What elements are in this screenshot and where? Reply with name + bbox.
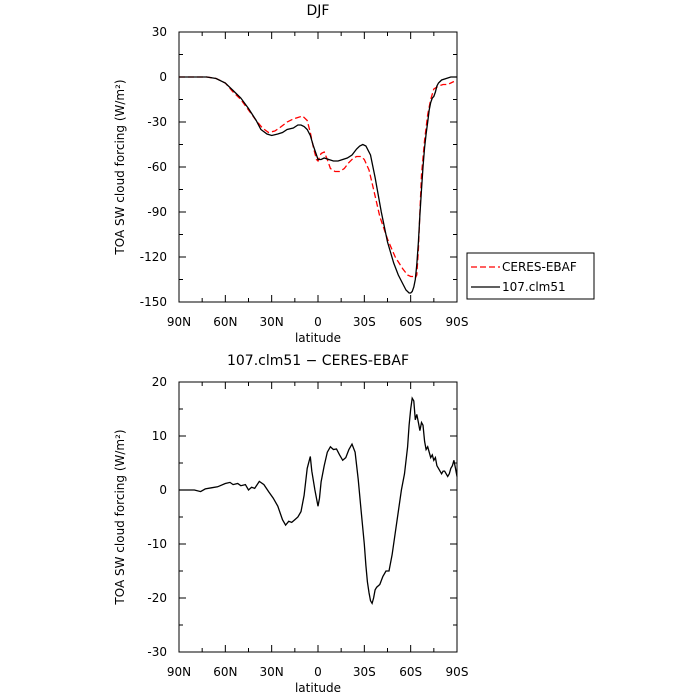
legend-label: 107.clm51 xyxy=(502,280,566,294)
y-tick-label: -30 xyxy=(147,645,167,659)
x-tick-label: 60S xyxy=(399,665,422,679)
y-tick-label: -60 xyxy=(147,160,167,174)
x-tick-label: 30N xyxy=(260,665,284,679)
series-line-difference xyxy=(179,396,458,606)
x-tick-label: 90S xyxy=(446,315,469,329)
y-tick-label: -90 xyxy=(147,205,167,219)
legend-box xyxy=(466,252,595,300)
y-tick-label: -30 xyxy=(147,115,167,129)
y-tick-label: 20 xyxy=(152,375,167,389)
x-tick-label: 90S xyxy=(446,665,469,679)
y-axis-label: TOA SW cloud forcing (W/m²) xyxy=(113,79,127,255)
chart-title: DJF xyxy=(307,3,330,19)
x-tick-label: 60N xyxy=(213,315,237,329)
x-tick-label: 60N xyxy=(213,665,237,679)
x-tick-label: 30S xyxy=(353,315,376,329)
x-tick-label: 30N xyxy=(260,315,284,329)
y-tick-label: 0 xyxy=(159,70,167,84)
y-tick-label: 30 xyxy=(152,25,167,39)
x-tick-label: 0 xyxy=(314,665,322,679)
series-line-ceres-ebaf xyxy=(179,76,455,280)
series-line-107-clm51 xyxy=(179,76,457,294)
y-tick-label: 10 xyxy=(152,429,167,443)
x-tick-label: 30S xyxy=(353,665,376,679)
y-tick-label: -120 xyxy=(140,250,167,264)
x-tick-label: 90N xyxy=(167,665,191,679)
y-tick-label: -150 xyxy=(140,295,167,309)
x-tick-label: 60S xyxy=(399,315,422,329)
plot-frame xyxy=(178,31,458,303)
x-tick-label: 0 xyxy=(314,315,322,329)
legend-label: CERES-EBAF xyxy=(502,260,577,274)
y-tick-label: -10 xyxy=(147,537,167,551)
x-axis-label: latitude xyxy=(295,331,341,345)
y-tick-label: 0 xyxy=(159,483,167,497)
y-tick-label: -20 xyxy=(147,591,167,605)
legend: CERES-EBAF 107.clm51 xyxy=(466,252,595,300)
chart-title: 107.clm51 − CERES-EBAF xyxy=(227,353,409,369)
y-axis-label: TOA SW cloud forcing (W/m²) xyxy=(113,429,127,605)
x-axis-label: latitude xyxy=(295,681,341,695)
plot-frame xyxy=(178,381,458,653)
x-tick-label: 90N xyxy=(167,315,191,329)
